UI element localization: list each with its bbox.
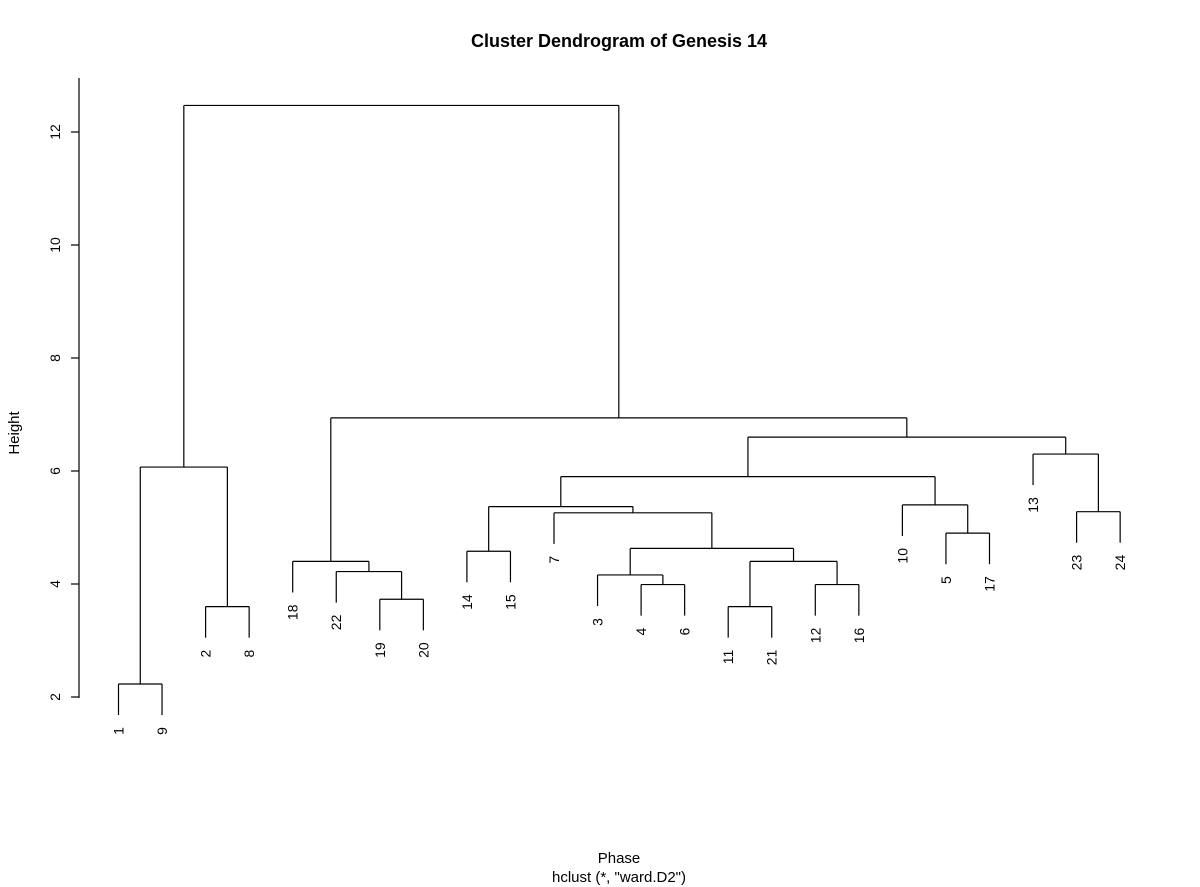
x-axis-subtitle: hclust (*, "ward.D2") — [552, 869, 686, 886]
leaf-label-14: 14 — [459, 594, 475, 610]
leaf-label-2: 2 — [198, 649, 214, 657]
leaf-label-7: 7 — [546, 556, 562, 564]
leaf-label-18: 18 — [285, 604, 301, 620]
leaf-label-8: 8 — [241, 649, 257, 657]
leaf-label-24: 24 — [1112, 555, 1128, 571]
leaf-label-11: 11 — [720, 649, 736, 664]
y-axis-ticks: 2 4 6 8 10 12 — [47, 124, 79, 701]
leaf-label-17: 17 — [982, 576, 998, 592]
leaf-label-6: 6 — [677, 627, 693, 635]
leaf-label-23: 23 — [1069, 555, 1085, 571]
y-tick-label-4: 4 — [47, 580, 63, 588]
leaf-label-19: 19 — [372, 642, 388, 658]
leaf-label-10: 10 — [894, 548, 910, 564]
leaf-label-12: 12 — [807, 627, 823, 643]
x-axis-label: Phase — [598, 850, 641, 867]
y-tick-label-2: 2 — [47, 693, 63, 701]
leaf-label-9: 9 — [154, 727, 170, 735]
leaf-label-5: 5 — [938, 576, 954, 584]
y-axis-label: Height — [6, 410, 23, 454]
dendrogram-links — [117, 104, 1121, 716]
y-tick-label-8: 8 — [47, 354, 63, 362]
y-tick-label-6: 6 — [47, 467, 63, 475]
leaf-label-4: 4 — [633, 627, 649, 635]
leaf-label-13: 13 — [1025, 497, 1041, 513]
leaf-label-15: 15 — [502, 594, 518, 610]
leaf-label-21: 21 — [764, 649, 780, 665]
leaf-label-20: 20 — [415, 642, 431, 658]
leaf-label-1: 1 — [111, 727, 127, 735]
leaf-label-3: 3 — [590, 618, 606, 626]
leaf-label-22: 22 — [328, 614, 344, 630]
leaf-label-16: 16 — [851, 627, 867, 643]
y-tick-label-10: 10 — [47, 237, 63, 253]
y-tick-label-12: 12 — [47, 124, 63, 140]
chart-title: Cluster Dendrogram of Genesis 14 — [471, 31, 767, 51]
